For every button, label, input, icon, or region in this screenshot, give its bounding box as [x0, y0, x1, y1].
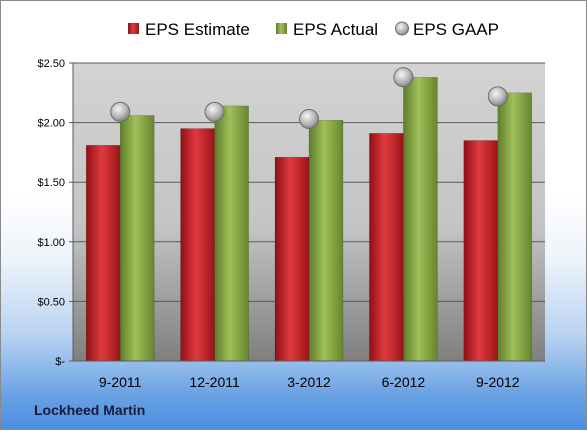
bar-eps-actual [403, 77, 438, 362]
marker-eps-gaap [487, 86, 508, 107]
marker-eps-gaap [204, 101, 225, 122]
bar-eps-actual [214, 105, 249, 362]
x-tick-label: 6-2012 [382, 374, 426, 390]
bar-eps-actual [119, 115, 155, 362]
legend-label: EPS Actual [293, 20, 378, 39]
y-tick-label: $0.50 [37, 296, 65, 308]
legend-swatch-eps-actual [276, 23, 287, 34]
bar-eps-estimate [85, 144, 121, 362]
x-tick-label: 12-2011 [189, 374, 240, 390]
y-tick-label: $1.00 [37, 237, 65, 249]
bars [85, 77, 533, 362]
bar-eps-actual [497, 92, 533, 362]
bar-eps-estimate [180, 128, 215, 362]
x-axis: 9-2011 12-2011 3-2012 6-2012 9-2012 [73, 360, 545, 390]
y-tick-label: $- [55, 356, 65, 368]
bar-eps-actual [308, 119, 344, 362]
legend: EPS Estimate EPS Actual EPS GAAP [128, 20, 499, 39]
x-tick-label: 3-2012 [287, 374, 331, 390]
company-label: Lockheed Martin [34, 402, 146, 418]
marker-eps-gaap [299, 109, 319, 130]
marker-eps-gaap [110, 101, 131, 122]
y-tick-label: $2.00 [37, 118, 65, 130]
legend-swatch-eps-gaap [395, 21, 409, 36]
gaap-markers [110, 67, 508, 130]
legend-swatch-eps-estimate [128, 23, 139, 34]
bar-eps-estimate [463, 140, 499, 362]
bar-eps-estimate [369, 133, 404, 362]
x-tick-label: 9-2012 [476, 374, 520, 390]
legend-label: EPS GAAP [413, 20, 499, 39]
y-tick-label: $1.50 [37, 177, 65, 189]
y-tick-label: $2.50 [37, 58, 65, 70]
x-tick-label: 9-2011 [99, 374, 142, 390]
y-axis: $- $0.50 $1.00 $1.50 $2.00 $2.50 [37, 58, 74, 368]
marker-eps-gaap [393, 67, 414, 88]
legend-label: EPS Estimate [145, 20, 250, 39]
bar-eps-estimate [274, 156, 310, 362]
